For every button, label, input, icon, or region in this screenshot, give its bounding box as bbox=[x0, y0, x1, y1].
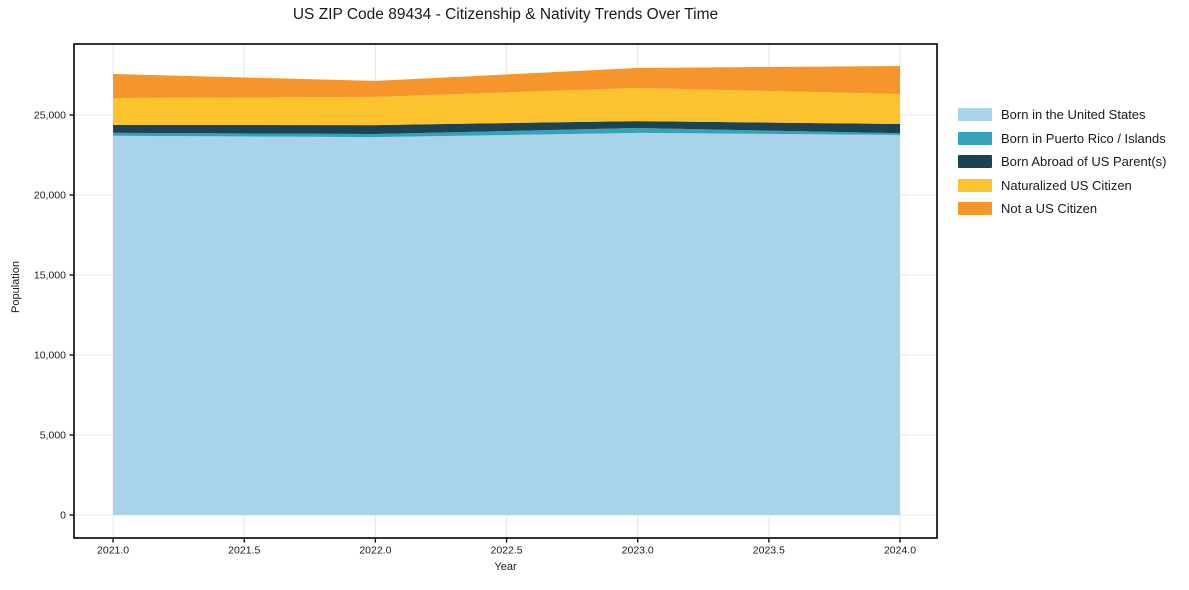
legend-item: Born in the United States bbox=[958, 107, 1166, 122]
x-tick-label: 2021.5 bbox=[228, 545, 260, 557]
x-tick-label: 2021.0 bbox=[97, 545, 129, 557]
y-tick-label: 5,000 bbox=[40, 430, 66, 442]
y-axis-label: Population bbox=[10, 261, 22, 313]
y-tick-label: 25,000 bbox=[34, 110, 66, 122]
legend-label: Born in Puerto Rico / Islands bbox=[1001, 130, 1166, 146]
x-axis-label: Year bbox=[494, 561, 517, 573]
x-tick-label: 2022.0 bbox=[359, 545, 391, 557]
legend-swatch-naturalized bbox=[958, 178, 992, 192]
legend-swatch-not-citizen bbox=[958, 202, 992, 215]
y-tick-label: 15,000 bbox=[34, 270, 66, 282]
y-tick-label: 20,000 bbox=[34, 190, 66, 202]
legend-item: Not a US Citizen bbox=[958, 201, 1166, 216]
tick-layer: 2021.0 2021.5 2022.0 2022.5 2023.0 2023.5 2024… bbox=[34, 110, 916, 557]
x-tick-label: 2023.0 bbox=[622, 545, 654, 557]
y-tick-label: 10,000 bbox=[34, 350, 66, 362]
area-series-0 bbox=[113, 132, 901, 516]
chart-title: US ZIP Code 89434 - Citizenship & Nativi… bbox=[292, 6, 719, 23]
legend-swatch-born-puerto-rico bbox=[958, 131, 992, 145]
legend-swatch-born-abroad bbox=[958, 155, 992, 168]
area-series-4 bbox=[113, 66, 901, 99]
x-tick-label: 2024.0 bbox=[884, 545, 916, 557]
legend-item: Naturalized US Citizen bbox=[958, 177, 1166, 193]
legend-item: Born in Puerto Rico / Islands bbox=[958, 130, 1166, 146]
area-layer bbox=[113, 66, 901, 516]
x-tick-label: 2022.5 bbox=[490, 545, 522, 557]
area-series-1 bbox=[113, 127, 901, 138]
area-series-3 bbox=[113, 87, 901, 126]
axes-frame bbox=[73, 43, 938, 539]
y-tick-label: 0 bbox=[60, 510, 66, 522]
area-series-2 bbox=[113, 121, 901, 135]
legend-label: Naturalized US Citizen bbox=[1001, 177, 1132, 193]
legend-swatch-born-in-us bbox=[958, 108, 992, 121]
legend: Born in the United States Born in Puerto… bbox=[958, 107, 1167, 226]
legend-label: Not a US Citizen bbox=[1001, 201, 1098, 216]
legend-item: Born Abroad of US Parent(s) bbox=[958, 154, 1167, 169]
legend-label: Born Abroad of US Parent(s) bbox=[1001, 154, 1167, 169]
frame-layer bbox=[73, 43, 938, 539]
x-tick-label: 2023.5 bbox=[753, 545, 785, 557]
legend-label: Born in the United States bbox=[1001, 107, 1146, 122]
